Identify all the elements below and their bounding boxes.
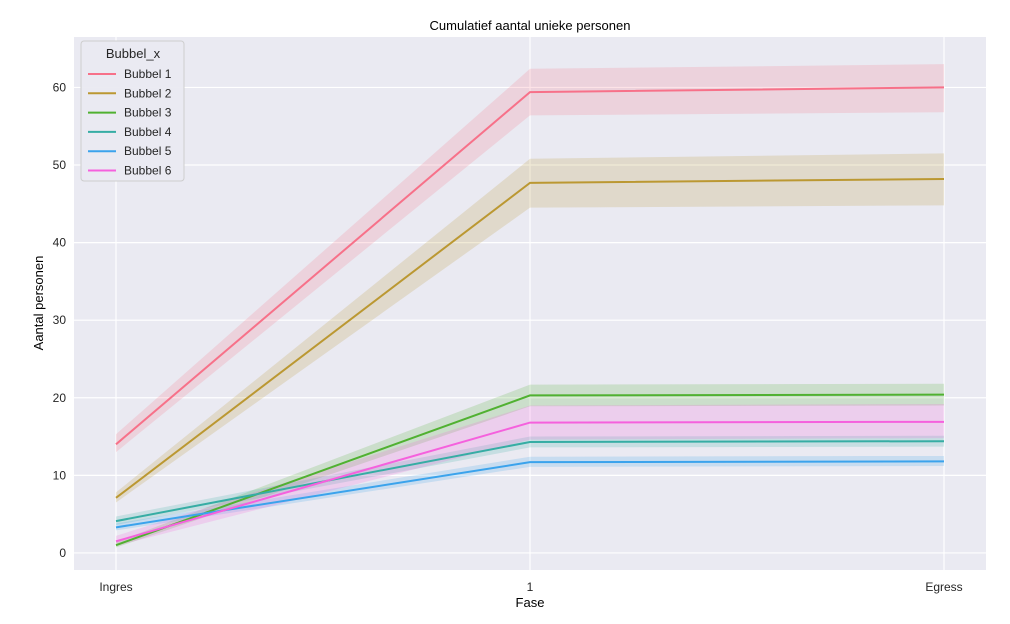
x-axis-label: Fase [516,595,545,610]
confidence-band [116,403,944,546]
confidence-band [116,153,944,503]
x-tick-label: Egress [925,580,962,594]
series-line [115,440,945,523]
y-tick-label: 50 [53,158,67,172]
legend-box [80,40,185,182]
y-axis-label: Aantal personen [31,256,46,351]
x-tick-label: Ingres [99,580,132,594]
y-tick-label: 10 [53,468,67,482]
legend-entry: Bubbel 4 [124,125,172,139]
confidence-bands [116,64,944,548]
legend-items: Bubbel 1 Bubbel 2 Bubbel 3 Bubbel 4 Bubbel 5… [88,67,172,178]
confidence-band [116,435,944,526]
y-tick-label: 40 [53,236,67,250]
legend-title: Bubbel_x [106,46,161,61]
series-line [115,177,945,499]
y-tick-label: 20 [53,391,67,405]
x-tick-label: 1 [527,580,534,594]
y-tick-labels: 0 10 20 30 40 50 60 [53,80,67,560]
confidence-band [116,64,944,453]
legend-entry: Bubbel 5 [124,144,172,158]
confidence-band [116,455,944,531]
chart-title: Cumulatief aantal unieke personen [430,18,631,33]
series-line [115,460,945,529]
legend-entry: Bubbel 2 [124,86,172,100]
series-line [115,420,945,543]
legend-entry: Bubbel 6 [124,164,172,178]
y-tick-label: 60 [53,80,67,94]
y-tick-label: 0 [59,546,66,560]
series-line [115,86,945,446]
legend-entry: Bubbel 3 [124,106,172,120]
x-tick-labels: Ingres 1 Egress [99,580,962,594]
y-tick-label: 30 [53,313,67,327]
series-lines [115,86,945,547]
legend-entry: Bubbel 1 [124,67,172,81]
confidence-band [116,383,944,548]
